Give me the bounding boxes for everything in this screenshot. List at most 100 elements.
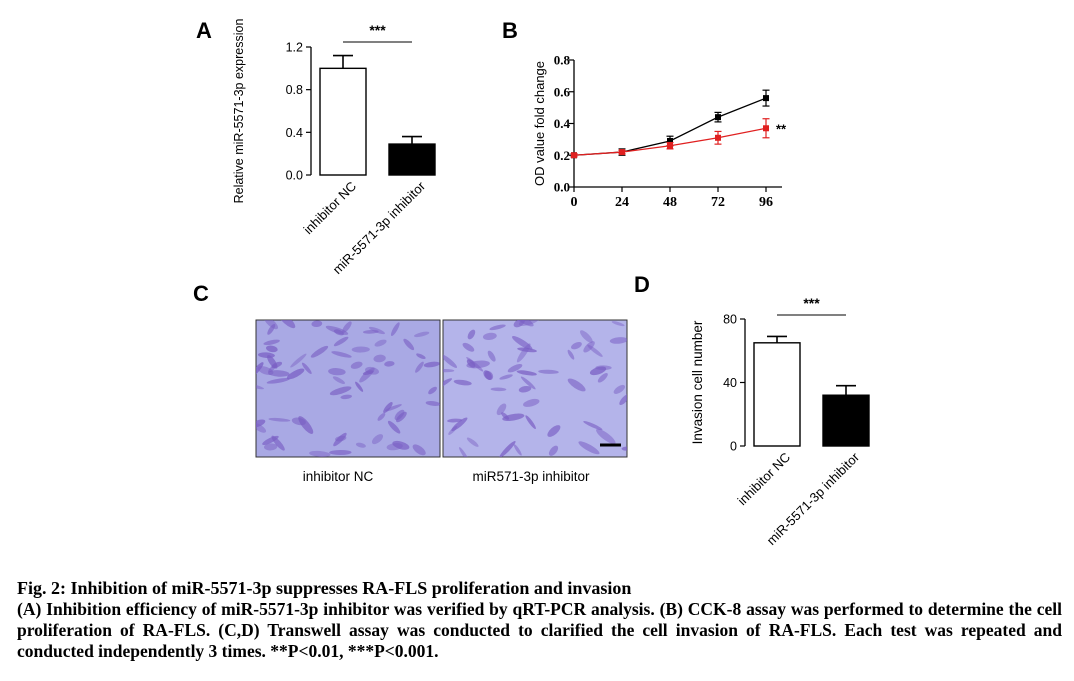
- cell: [384, 361, 395, 367]
- figure-caption: Fig. 2: Inhibition of miR-5571-3p suppre…: [17, 578, 1062, 662]
- bar: [753, 342, 801, 447]
- data-point: [715, 134, 721, 141]
- cell: [329, 386, 352, 396]
- cell: [311, 320, 323, 328]
- cell: [453, 379, 472, 386]
- cell: [350, 361, 363, 369]
- y-tick-label: 0: [730, 440, 737, 454]
- cell: [267, 323, 276, 335]
- cell: [394, 409, 405, 421]
- cell: [501, 412, 510, 420]
- y-tick-label: 1.2: [286, 41, 303, 55]
- panel-b-label: B: [502, 18, 518, 43]
- cell: [595, 365, 612, 371]
- panel-b: B 0.0 0.2 0.4 0.6 0.8 0 24 48 72 96 OD value fold …: [502, 18, 787, 210]
- cell: [516, 370, 537, 376]
- cell: [513, 444, 522, 456]
- cell: [466, 359, 476, 368]
- cell: [567, 378, 586, 392]
- x-tick-label: 96: [759, 195, 773, 210]
- data-point: [667, 137, 673, 144]
- cell: [496, 403, 507, 416]
- y-tick-label: 0.2: [554, 148, 570, 163]
- cell: [301, 362, 312, 375]
- data-point: [763, 125, 769, 132]
- cell: [416, 353, 426, 360]
- cell: [517, 347, 537, 353]
- cell: [386, 443, 403, 451]
- cell: [548, 445, 559, 456]
- cell: [403, 338, 415, 351]
- cell: [290, 353, 307, 368]
- cell: [412, 444, 426, 456]
- cell: [499, 374, 513, 380]
- cell: [597, 373, 608, 383]
- cell: [578, 441, 600, 455]
- data-point: [667, 142, 673, 149]
- cell: [547, 425, 561, 437]
- cell: [466, 437, 479, 447]
- y-axis-label: Invasion cell number: [690, 320, 705, 444]
- cell: [355, 442, 366, 448]
- cell: [415, 361, 424, 373]
- cell: [447, 418, 463, 423]
- cell: [278, 320, 296, 329]
- data-point: [619, 149, 625, 156]
- image-caption: miR571-3p inhibitor: [472, 469, 590, 484]
- image-caption: inhibitor NC: [303, 469, 374, 484]
- y-tick-label: 0.0: [286, 169, 303, 183]
- y-tick-label: 80: [723, 313, 737, 327]
- cell: [490, 387, 507, 392]
- figure: A 0.0 0.4 0.8 1.2 Relative miR-5571-3p expre…: [193, 18, 870, 548]
- cell: [425, 400, 440, 406]
- significance-marker: ***: [369, 22, 386, 38]
- x-tick-label: 0: [571, 195, 578, 210]
- cell-group: [443, 320, 627, 457]
- cell: [482, 332, 497, 341]
- y-tick-label: 0.6: [554, 84, 571, 99]
- cell: [423, 361, 440, 368]
- cell: [265, 345, 278, 353]
- cell: [268, 417, 291, 422]
- significance-marker: ***: [803, 295, 820, 311]
- cell: [596, 428, 616, 445]
- bar: [388, 143, 436, 176]
- y-tick-label: 0.8: [286, 83, 303, 97]
- cell: [286, 368, 305, 380]
- cell: [377, 412, 386, 421]
- y-axis-label: OD value fold change: [532, 61, 547, 186]
- data-point: [715, 114, 721, 121]
- cell: [329, 449, 352, 456]
- cell: [271, 435, 285, 451]
- cell: [621, 446, 627, 451]
- cell: [373, 354, 386, 363]
- cell: [387, 420, 401, 434]
- cell: [392, 440, 410, 450]
- y-tick-label: 0.4: [554, 116, 571, 131]
- panel-a-label: A: [196, 18, 212, 43]
- cell: [263, 339, 280, 346]
- x-tick-label: 72: [711, 195, 725, 210]
- x-category-label: inhibitor NC: [734, 450, 793, 509]
- x-tick-label: 24: [615, 195, 629, 210]
- panel-d-label: D: [634, 272, 650, 297]
- cell: [291, 417, 306, 426]
- y-tick-label: 0.4: [286, 126, 303, 140]
- cell: [467, 329, 476, 340]
- cell: [256, 419, 266, 428]
- cell: [309, 450, 331, 457]
- cell: [613, 384, 626, 394]
- cell: [459, 447, 469, 457]
- cell: [583, 341, 595, 353]
- cell: [507, 364, 523, 373]
- cell: [351, 346, 370, 353]
- cell: [355, 381, 364, 392]
- cell: [268, 370, 290, 377]
- cell: [263, 443, 278, 451]
- y-axis-label: Relative miR-5571-3p expression: [232, 19, 246, 204]
- cell: [611, 321, 625, 327]
- bar: [822, 394, 870, 447]
- cell: [383, 402, 393, 414]
- cell: [332, 376, 346, 385]
